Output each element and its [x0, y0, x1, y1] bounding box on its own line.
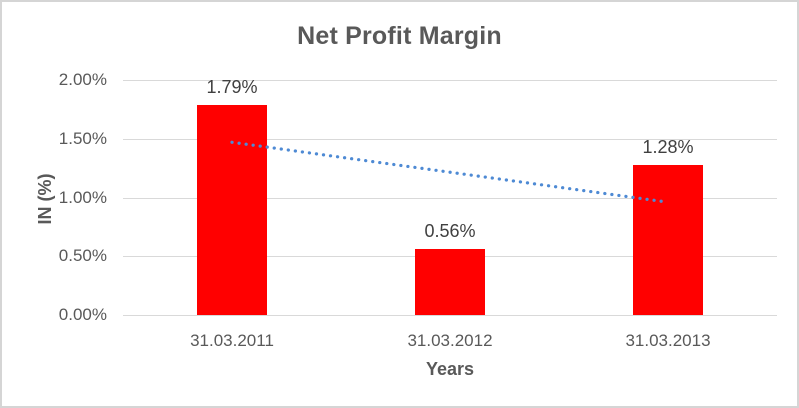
x-axis-title: Years [425, 359, 475, 379]
bar[interactable] [633, 164, 703, 315]
plot-area[interactable]: 1.79% 0.56% 1.28% [123, 76, 777, 316]
bar[interactable] [415, 249, 485, 315]
y-tick-label: 1.00% [58, 187, 107, 207]
trendline-dotted-line[interactable] [230, 140, 670, 204]
gridline [123, 315, 777, 316]
category-label: 31.03.2013 [625, 331, 711, 350]
y-tick-label: 1.50% [58, 128, 107, 148]
category-label: 31.03.2012 [407, 331, 493, 350]
bar-value-label: 1.79% [206, 76, 258, 97]
bar-value-label: 1.28% [642, 136, 694, 157]
gridline [123, 197, 777, 199]
gridline [123, 138, 777, 140]
y-tick-label: 0.50% [58, 246, 107, 266]
bar-value-label: 0.56% [424, 221, 476, 242]
bar[interactable] [197, 104, 267, 315]
y-tick-label: 2.00% [58, 70, 107, 89]
trendline[interactable] [123, 80, 777, 315]
y-tick-label: 0.00% [58, 305, 107, 324]
chart-title: Net Profit Margin [297, 22, 502, 50]
gridline [123, 80, 777, 81]
category-label: 31.03.2011 [190, 331, 274, 350]
